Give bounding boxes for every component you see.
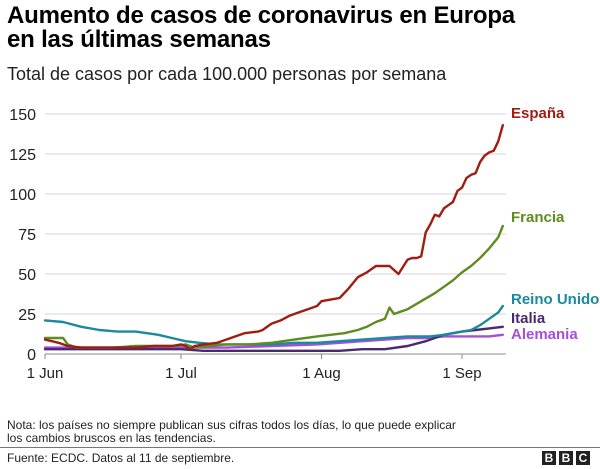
series-line-espana (43, 123, 504, 351)
line-chart: 0 25 50 75 100 125 150 1 Jun 1 Jul 1 Aug 1 Sep Es… (9, 105, 599, 382)
footnote-line-2: los cambios bruscos en las tendencias. (7, 431, 216, 445)
source-text: Fuente: ECDC. Datos al 11 de septiembre. (7, 451, 235, 465)
bbc-logo-letter: B (542, 451, 556, 465)
y-tick-label: 0 (27, 347, 36, 364)
bbc-logo: B B C (542, 451, 590, 465)
y-tick-label: 50 (18, 267, 36, 284)
series-line-reino-unido (43, 304, 504, 346)
series-label: Francia (511, 209, 565, 226)
series-label: Alemania (511, 326, 578, 343)
footer-divider (0, 447, 600, 448)
bbc-logo-letter: B (559, 451, 573, 465)
series-label: España (511, 105, 565, 122)
y-tick-label: 100 (9, 187, 36, 204)
series-line-alemania (43, 333, 504, 349)
y-tick-label: 150 (9, 107, 36, 124)
y-axis-tick-labels: 0 25 50 75 100 125 150 (9, 107, 36, 364)
x-axis: 1 Jun 1 Jul 1 Aug 1 Sep (27, 353, 506, 382)
chart-title: Aumento de casos de coronavirus en Europ… (7, 4, 515, 52)
x-tick-label: 1 Aug (302, 365, 340, 382)
footnote: Nota: los países no siempre publican sus… (7, 419, 567, 445)
bbc-logo-letter: C (576, 451, 590, 465)
x-tick-label: 1 Jun (27, 365, 64, 382)
footnote-line-1: Nota: los países no siempre publican sus… (7, 418, 456, 432)
y-tick-label: 125 (9, 147, 36, 164)
y-tick-label: 75 (18, 227, 36, 244)
x-tick-label: 1 Jul (165, 365, 197, 382)
series-label: Reino Unido (511, 291, 599, 308)
gridlines (45, 113, 506, 315)
chart-title-line-2: en las últimas semanas (7, 26, 271, 53)
series-lines (43, 123, 504, 352)
y-tick-label: 25 (18, 307, 36, 324)
series-label: Italia (511, 310, 546, 327)
chart-subtitle: Total de casos por cada 100.000 personas… (7, 64, 447, 84)
series-line-francia (43, 224, 504, 349)
chart-title-line-1: Aumento de casos de coronavirus en Europ… (7, 2, 515, 29)
x-tick-label: 1 Sep (442, 365, 481, 382)
